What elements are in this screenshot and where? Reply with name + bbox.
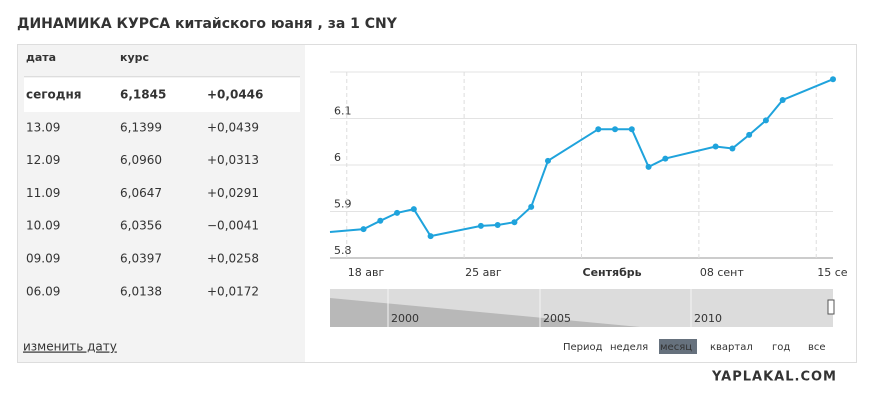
point bbox=[628, 126, 635, 133]
point bbox=[511, 219, 518, 226]
point bbox=[729, 145, 736, 152]
rate: 6,0960 bbox=[120, 153, 162, 167]
x-tick-label: Сентябрь bbox=[583, 266, 642, 279]
point bbox=[645, 163, 652, 170]
date: 13.09 bbox=[26, 120, 60, 134]
rate: 6,0356 bbox=[120, 219, 162, 233]
point bbox=[746, 131, 753, 138]
y-tick-label: 5.9 bbox=[334, 198, 352, 211]
change: +0,0258 bbox=[207, 252, 259, 266]
y-tick-label: 6.1 bbox=[334, 105, 352, 118]
point bbox=[612, 126, 619, 133]
y-tick-label: 5.8 bbox=[334, 244, 352, 257]
point bbox=[762, 117, 769, 124]
change: −0,0041 bbox=[207, 219, 259, 233]
y-tick-label: 6 bbox=[334, 151, 341, 164]
date: 12.09 bbox=[26, 153, 60, 167]
point bbox=[779, 96, 786, 103]
point bbox=[544, 157, 551, 164]
point bbox=[662, 155, 669, 162]
date: сегодня bbox=[26, 88, 81, 102]
rate: 6,0647 bbox=[120, 186, 162, 200]
change: +0,0446 bbox=[207, 88, 263, 102]
point bbox=[377, 217, 384, 224]
point bbox=[360, 226, 367, 233]
navigator-handle bbox=[827, 299, 835, 315]
point bbox=[410, 206, 417, 213]
date: 11.09 bbox=[26, 186, 60, 200]
point bbox=[494, 221, 501, 228]
change: +0,0172 bbox=[207, 284, 259, 298]
x-tick-label: 25 авг bbox=[465, 266, 502, 279]
navigator-label: 2005 bbox=[543, 312, 571, 325]
point bbox=[712, 143, 719, 150]
date: 10.09 bbox=[26, 219, 60, 233]
date: 06.09 bbox=[26, 284, 60, 298]
line bbox=[329, 78, 834, 238]
change: +0,0439 bbox=[207, 120, 259, 134]
point bbox=[595, 126, 602, 133]
period-active-bg bbox=[659, 339, 697, 354]
period-option[interactable]: неделя bbox=[610, 342, 648, 353]
change: +0,0291 bbox=[207, 186, 259, 200]
rate: 6,0397 bbox=[120, 252, 162, 266]
date: 09.09 bbox=[26, 252, 60, 266]
period-option[interactable]: месяц bbox=[660, 342, 692, 353]
watermark: YAPLAKAL.COM bbox=[711, 370, 837, 385]
point bbox=[427, 233, 434, 240]
rate: 6,1399 bbox=[120, 120, 162, 134]
point bbox=[830, 76, 836, 83]
point bbox=[394, 209, 401, 216]
x-tick-label: 18 авг bbox=[348, 266, 385, 279]
period-option[interactable]: год bbox=[772, 342, 790, 353]
navigator-label: 2000 bbox=[391, 312, 419, 325]
period-option[interactable]: квартал bbox=[710, 342, 753, 353]
period-option[interactable]: все bbox=[808, 342, 826, 353]
column-header: курс bbox=[120, 51, 149, 64]
period-label: Период bbox=[563, 342, 603, 353]
x-tick-label: 15 се bbox=[817, 266, 848, 279]
navigator-area bbox=[330, 298, 640, 327]
x-tick-label: 08 сент bbox=[700, 266, 745, 279]
column-header: дата bbox=[26, 51, 56, 64]
today-row bbox=[24, 78, 300, 112]
title: ДИНАМИКА КУРСА китайского юаня , за 1 CN… bbox=[17, 16, 398, 32]
point bbox=[477, 222, 484, 229]
rate: 6,0138 bbox=[120, 284, 162, 298]
change-date-link[interactable]: изменить дату bbox=[23, 340, 117, 354]
point bbox=[528, 203, 535, 210]
change: +0,0313 bbox=[207, 153, 259, 167]
navigator-label: 2010 bbox=[694, 312, 722, 325]
rate: 6,1845 bbox=[120, 88, 166, 102]
